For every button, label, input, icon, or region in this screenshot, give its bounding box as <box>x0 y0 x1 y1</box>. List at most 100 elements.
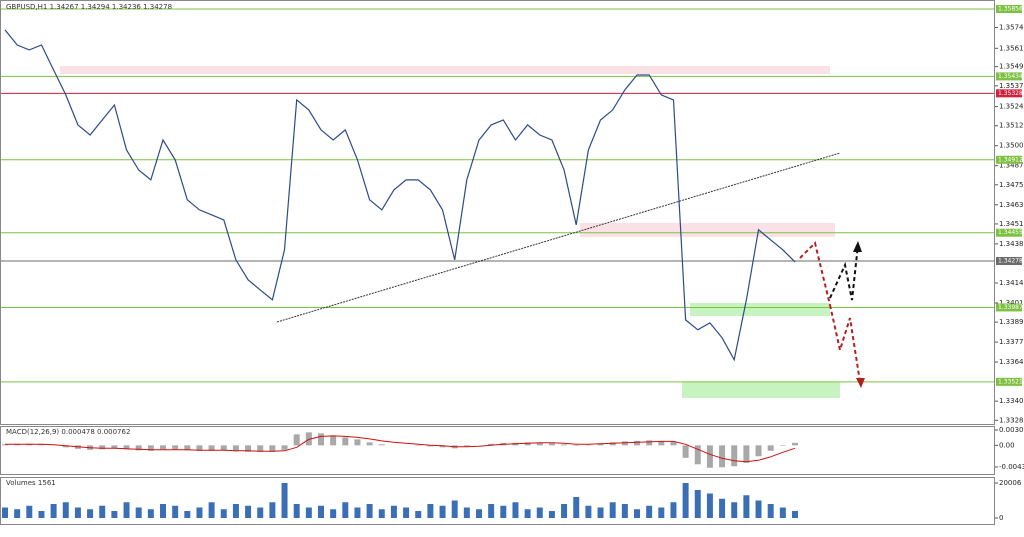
macd-bar <box>609 442 616 446</box>
y-tick-label: 1.35375 <box>999 82 1024 90</box>
macd-bar <box>682 445 689 458</box>
volume-bar <box>609 502 616 518</box>
volume-bar <box>658 507 665 518</box>
forecast-arrow <box>799 241 831 306</box>
volume-bar <box>536 507 543 518</box>
volume-bar <box>779 507 786 518</box>
resistance-zone <box>580 223 835 237</box>
y-tick-label: -0.004342 <box>999 463 1024 471</box>
volume-bar <box>415 510 422 518</box>
macd-bar <box>731 445 738 467</box>
macd-bar <box>123 445 130 450</box>
level-label: 1.33521 <box>998 378 1023 385</box>
macd-bar <box>208 445 215 451</box>
forecast-arrow <box>829 304 861 383</box>
volume-bar <box>135 507 142 518</box>
volume-bar <box>330 509 337 518</box>
volume-bar <box>451 500 458 518</box>
volume-bar <box>50 504 57 518</box>
macd-bar <box>305 432 312 446</box>
y-tick-label: 1.34875 <box>999 162 1024 170</box>
signal-line <box>5 435 796 463</box>
y-tick-label: 0.00308 <box>999 426 1024 434</box>
volume-title: Volumes 1561 <box>6 479 56 487</box>
macd-bar <box>135 445 142 451</box>
volume-bar <box>99 505 106 518</box>
macd-bar <box>427 445 434 447</box>
volume-bar <box>293 504 300 518</box>
macd-bar <box>488 443 495 446</box>
level-label: 1.34455 <box>998 229 1023 236</box>
resistance-zone <box>60 66 830 74</box>
price-panel <box>0 0 995 425</box>
y-tick-label: 1.35245 <box>999 103 1024 111</box>
macd-bar <box>2 444 8 446</box>
level-label: 1.35328 <box>998 90 1023 97</box>
volume-bar <box>731 502 738 518</box>
macd-bar <box>184 445 191 451</box>
macd-bar <box>767 445 774 451</box>
volume-bar <box>682 483 689 518</box>
volume-bar <box>257 507 264 518</box>
macd-bar <box>634 440 640 446</box>
macd-bar <box>719 445 726 468</box>
macd-bar <box>548 443 555 446</box>
y-tick-label: 1.34140 <box>999 279 1024 287</box>
volume-bar <box>792 510 798 518</box>
macd-bar <box>281 445 288 450</box>
volume-bar <box>111 510 118 518</box>
level-tag <box>996 377 1022 386</box>
volume-bar <box>512 502 519 518</box>
level-tag <box>996 155 1022 164</box>
volume-bar <box>318 505 324 518</box>
macd-bar <box>269 445 276 452</box>
volume-bar <box>26 505 33 518</box>
macd-bar <box>536 442 543 446</box>
volume-bar <box>767 504 774 518</box>
level-label: 1.34278 <box>998 257 1023 264</box>
y-tick-label: 1.33770 <box>999 338 1024 346</box>
y-tick-label: 0.00 <box>999 441 1015 449</box>
volume-bar <box>719 498 726 518</box>
macd-panel <box>0 426 995 475</box>
volume-bar <box>232 504 239 518</box>
volume-bar <box>476 509 482 518</box>
volume-bar <box>561 504 568 518</box>
macd-title: MACD(12,26,9) 0.000478 0.000762 <box>6 428 130 436</box>
volume-bar <box>172 505 179 518</box>
volume-bar <box>670 502 677 518</box>
macd-bar <box>99 445 106 450</box>
volume-bar <box>463 507 470 518</box>
volume-bar <box>269 502 276 518</box>
volume-bar <box>62 502 69 518</box>
support-zone <box>690 303 830 316</box>
volume-bar <box>500 505 507 518</box>
y-tick-label: 1.33400 <box>999 397 1024 405</box>
volume-bar <box>403 507 410 518</box>
volume-bar <box>390 505 397 518</box>
volume-bar <box>427 504 434 518</box>
y-tick-label: 1.35740 <box>999 24 1024 32</box>
macd-bar <box>196 445 203 451</box>
y-tick-label: 1.34015 <box>999 299 1024 307</box>
volume-bar <box>646 505 653 518</box>
volume-bar <box>573 497 580 518</box>
volume-bar <box>160 504 166 518</box>
level-tag <box>996 256 1022 265</box>
volume-bar <box>184 510 191 518</box>
level-tag <box>996 303 1022 312</box>
macd-bar <box>658 440 665 446</box>
y-tick-label: 0 <box>999 514 1003 522</box>
macd-bar <box>293 434 300 446</box>
volume-bar <box>281 482 288 518</box>
level-label: 1.35434 <box>998 73 1023 80</box>
arrow-head <box>853 241 862 252</box>
volume-bar <box>208 502 215 518</box>
y-tick-label: 1.34630 <box>999 201 1024 209</box>
macd-bar <box>147 445 154 451</box>
macd-bar <box>172 445 179 450</box>
y-tick-label: 1.35495 <box>999 63 1024 71</box>
volume-bar <box>245 505 252 518</box>
